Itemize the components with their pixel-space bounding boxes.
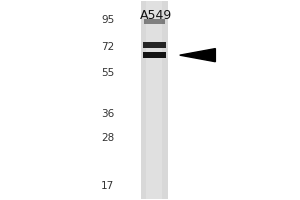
Text: 55: 55 [101, 68, 114, 78]
Bar [141, 1, 168, 199]
Bar [144, 19, 165, 24]
Text: 17: 17 [101, 181, 114, 191]
Text: 28: 28 [101, 133, 114, 143]
Bar [142, 42, 166, 48]
Bar [142, 52, 166, 58]
Text: 95: 95 [101, 15, 114, 25]
Text: 36: 36 [101, 109, 114, 119]
Bar [146, 1, 163, 199]
Text: A549: A549 [140, 9, 172, 22]
Polygon shape [180, 49, 215, 62]
Text: 72: 72 [101, 42, 114, 52]
